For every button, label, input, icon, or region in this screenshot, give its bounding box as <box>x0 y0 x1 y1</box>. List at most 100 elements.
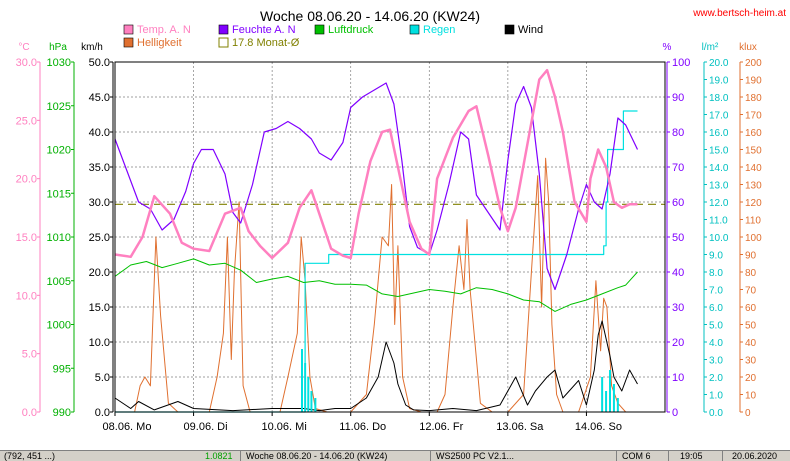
brightness-tick-label: 190 <box>745 76 762 87</box>
rain-tick-label: 20.0 <box>709 58 729 69</box>
x-tick-label: 13.06. Sa <box>496 421 544 433</box>
legend-swatch <box>124 25 133 34</box>
wind-tick-label: 50.0 <box>89 57 110 69</box>
humidity-tick-label: 20 <box>672 337 684 349</box>
status-bar: (792, 451 ...) 1.0821 Woche 08.06.20 - 1… <box>0 450 790 461</box>
humidity-tick-label: 70 <box>672 162 684 174</box>
legend-label: Feuchte A. N <box>232 24 296 36</box>
rain-tick-label: 7.0 <box>709 286 723 297</box>
brightness-tick-label: 70 <box>745 286 757 297</box>
x-tick-label: 12.06. Fr <box>419 421 463 433</box>
humidity-tick-label: 50 <box>672 232 684 244</box>
temp-unit-label: °C <box>18 42 29 53</box>
brightness-tick-label: 120 <box>745 198 762 209</box>
rain-tick-label: 12.0 <box>709 198 729 209</box>
rain-tick-label: 5.0 <box>709 321 723 332</box>
humidity-tick-label: 30 <box>672 302 684 314</box>
legend-swatch <box>505 25 514 34</box>
wind-unit-label: km/h <box>81 42 103 53</box>
pressure-tick-label: 1010 <box>47 232 71 244</box>
brightness-tick-label: 140 <box>745 163 762 174</box>
rain-tick-label: 9.0 <box>709 251 723 262</box>
brightness-unit-label: klux <box>739 42 757 53</box>
humidity-tick-label: 80 <box>672 127 684 139</box>
humidity-unit-label: % <box>663 42 672 53</box>
humidity-tick-label: 90 <box>672 92 684 104</box>
brightness-tick-label: 30 <box>745 356 757 367</box>
pressure-tick-label: 1020 <box>47 145 71 157</box>
legend-swatch <box>219 25 228 34</box>
wind-tick-label: 40.0 <box>89 127 110 139</box>
temp-tick-label: 5.0 <box>22 349 37 361</box>
x-tick-label: 11.06. Do <box>339 421 386 433</box>
legend-swatch <box>315 25 324 34</box>
brightness-tick-label: 100 <box>745 233 762 244</box>
x-tick-label: 08.06. Mo <box>103 421 152 433</box>
weather-chart: Woche 08.06.20 - 14.06.20 (KW24) www.ber… <box>0 0 790 450</box>
brightness-tick-label: 150 <box>745 146 762 157</box>
rain-tick-label: 16.0 <box>709 128 729 139</box>
rain-tick-label: 15.0 <box>709 146 729 157</box>
brightness-tick-label: 50 <box>745 321 757 332</box>
rain-tick-label: 13.0 <box>709 181 729 192</box>
wind-tick-label: 30.0 <box>89 197 110 209</box>
legend-label: Helligkeit <box>137 37 182 49</box>
legend-label: Temp. A. N <box>137 24 191 36</box>
pressure-tick-label: 1000 <box>47 320 71 332</box>
rain-tick-label: 10.0 <box>709 233 729 244</box>
wind-tick-label: 10.0 <box>89 337 110 349</box>
temp-tick-label: 10.0 <box>16 290 37 302</box>
humidity-tick-label: 0 <box>672 407 678 419</box>
temp-tick-label: 15.0 <box>16 232 37 244</box>
brightness-tick-label: 200 <box>745 58 762 69</box>
rain-tick-label: 17.0 <box>709 111 729 122</box>
brightness-tick-label: 80 <box>745 268 757 279</box>
brightness-tick-label: 20 <box>745 373 757 384</box>
brightness-tick-label: 60 <box>745 303 757 314</box>
pressure-tick-label: 1025 <box>47 101 71 113</box>
rain-tick-label: 3.0 <box>709 356 723 367</box>
humidity-tick-label: 10 <box>672 372 684 384</box>
rain-tick-label: 14.0 <box>709 163 729 174</box>
pressure-tick-label: 1030 <box>47 57 71 69</box>
temp-tick-label: 30.0 <box>16 57 37 69</box>
wind-tick-label: 25.0 <box>89 232 110 244</box>
x-tick-label: 09.06. Di <box>184 421 228 433</box>
legend-swatch <box>410 25 419 34</box>
pressure-tick-label: 995 <box>53 363 71 375</box>
brightness-tick-label: 40 <box>745 338 757 349</box>
website-link[interactable]: www.bertsch-heim.at <box>692 8 786 19</box>
rain-tick-label: 6.0 <box>709 303 723 314</box>
pressure-tick-label: 1015 <box>47 188 71 200</box>
wind-tick-label: 35.0 <box>89 162 110 174</box>
temp-tick-label: 25.0 <box>16 115 37 127</box>
brightness-tick-label: 160 <box>745 128 762 139</box>
rain-tick-label: 1.0 <box>709 391 723 402</box>
wind-tick-label: 45.0 <box>89 92 110 104</box>
legend-label: Wind <box>518 24 543 36</box>
chart-title: Woche 08.06.20 - 14.06.20 (KW24) <box>260 8 480 24</box>
rain-tick-label: 19.0 <box>709 76 729 87</box>
brightness-tick-label: 130 <box>745 181 762 192</box>
wind-tick-label: 15.0 <box>89 302 110 314</box>
brightness-tick-label: 90 <box>745 251 757 262</box>
rain-tick-label: 2.0 <box>709 373 723 384</box>
legend-label: Regen <box>423 24 455 36</box>
legend-label: 17.8 Monat-Ø <box>232 37 300 49</box>
temp-tick-label: 20.0 <box>16 174 37 186</box>
brightness-tick-label: 110 <box>745 216 761 227</box>
pressure-tick-label: 1005 <box>47 276 71 288</box>
temp-tick-label: 0.0 <box>22 407 37 419</box>
humidity-tick-label: 60 <box>672 197 684 209</box>
pressure-unit-label: hPa <box>49 42 67 53</box>
humidity-tick-label: 40 <box>672 267 684 279</box>
legend-swatch <box>124 38 133 47</box>
wind-tick-label: 5.0 <box>95 372 110 384</box>
brightness-tick-label: 10 <box>745 391 757 402</box>
rain-tick-label: 0.0 <box>709 408 723 419</box>
x-tick-label: 14.06. So <box>575 421 622 433</box>
humidity-tick-label: 100 <box>672 57 690 69</box>
pressure-tick-label: 990 <box>53 407 71 419</box>
rain-tick-label: 18.0 <box>709 93 729 104</box>
brightness-tick-label: 0 <box>745 408 751 419</box>
